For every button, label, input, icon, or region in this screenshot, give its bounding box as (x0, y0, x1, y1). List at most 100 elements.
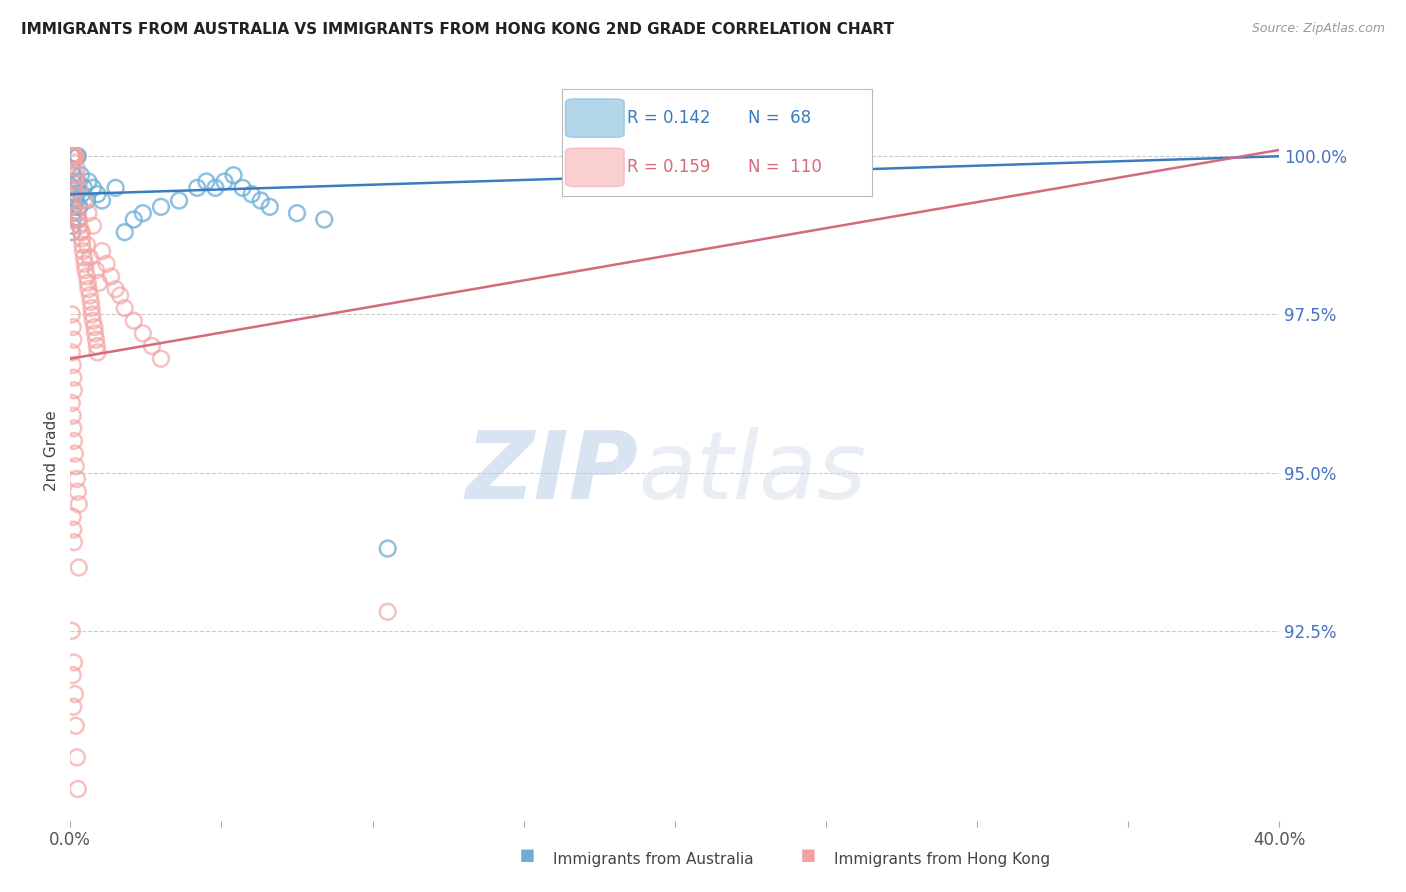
Point (60, 194, 83, 208)
Point (82, 181, 104, 195)
Point (70, 187, 93, 202)
Point (240, 187, 263, 202)
Text: ZIP: ZIP (465, 426, 638, 518)
Point (60, 149, 83, 163)
Point (63, 149, 86, 163)
Point (60, 149, 83, 163)
Point (62, 509, 84, 524)
Point (63, 149, 86, 163)
Point (63, 149, 86, 163)
Point (63, 687, 86, 701)
Point (62, 149, 84, 163)
Point (62, 421, 84, 435)
Point (62, 149, 84, 163)
Point (285, 206, 308, 220)
Point (62, 149, 84, 163)
Point (65, 149, 87, 163)
Point (67, 497, 90, 511)
Point (67, 200, 90, 214)
Point (79, 251, 101, 265)
Point (377, 541, 399, 556)
Point (63, 149, 86, 163)
Point (70, 231, 93, 245)
Point (66, 149, 89, 163)
Point (62, 149, 84, 163)
Point (214, 175, 236, 189)
Point (66, 161, 89, 176)
Text: R = 0.159: R = 0.159 (627, 159, 710, 177)
Point (60, 149, 83, 163)
Point (66, 484, 89, 499)
Point (63, 434, 86, 448)
Point (62, 149, 84, 163)
Point (62, 149, 84, 163)
Point (60, 149, 83, 163)
Point (62, 149, 84, 163)
Point (204, 181, 226, 195)
Point (60, 149, 83, 163)
Point (82, 314, 104, 328)
Point (86, 339, 108, 353)
Point (62, 149, 84, 163)
Point (83, 320, 105, 334)
Point (60, 149, 83, 163)
Point (62, 699, 84, 714)
Point (67, 219, 90, 233)
Text: Source: ZipAtlas.com: Source: ZipAtlas.com (1251, 22, 1385, 36)
Point (62, 194, 84, 208)
Point (114, 225, 136, 239)
Point (132, 326, 155, 341)
Point (62, 194, 84, 208)
Point (80, 307, 103, 321)
Point (96, 257, 118, 271)
Point (62, 409, 84, 423)
Point (60, 345, 83, 359)
Point (63, 447, 86, 461)
Point (62, 320, 84, 334)
Point (62, 358, 84, 372)
Point (62, 149, 84, 163)
Point (86, 345, 108, 359)
Point (60, 396, 83, 410)
Point (104, 181, 127, 195)
Point (63, 656, 86, 670)
Point (186, 181, 208, 195)
Point (65, 194, 87, 208)
Point (62, 187, 84, 202)
Point (87, 276, 110, 290)
Text: N =  68: N = 68 (748, 109, 811, 127)
Point (65, 149, 87, 163)
Text: R = 0.142: R = 0.142 (627, 109, 711, 127)
Point (63, 149, 86, 163)
Point (60, 200, 83, 214)
Point (62, 181, 84, 195)
Point (232, 181, 254, 195)
Point (76, 276, 98, 290)
Point (76, 237, 98, 252)
Point (114, 301, 136, 315)
Point (65, 719, 87, 733)
Point (63, 535, 86, 549)
Point (62, 149, 84, 163)
Point (73, 181, 96, 195)
Point (86, 187, 108, 202)
Point (76, 194, 98, 208)
Point (66, 149, 89, 163)
Point (66, 206, 89, 220)
Point (70, 225, 93, 239)
Point (167, 194, 190, 208)
Point (82, 219, 104, 233)
Point (62, 149, 84, 163)
Point (122, 314, 145, 328)
Point (314, 212, 336, 227)
Point (62, 206, 84, 220)
Text: IMMIGRANTS FROM AUSTRALIA VS IMMIGRANTS FROM HONG KONG 2ND GRADE CORRELATION CHA: IMMIGRANTS FROM AUSTRALIA VS IMMIGRANTS … (21, 22, 894, 37)
Text: ▪: ▪ (519, 843, 536, 867)
Point (222, 168, 245, 182)
Point (150, 351, 173, 366)
Point (77, 175, 100, 189)
Point (84, 333, 107, 347)
Point (60, 149, 83, 163)
Point (60, 225, 83, 239)
Point (91, 244, 114, 259)
